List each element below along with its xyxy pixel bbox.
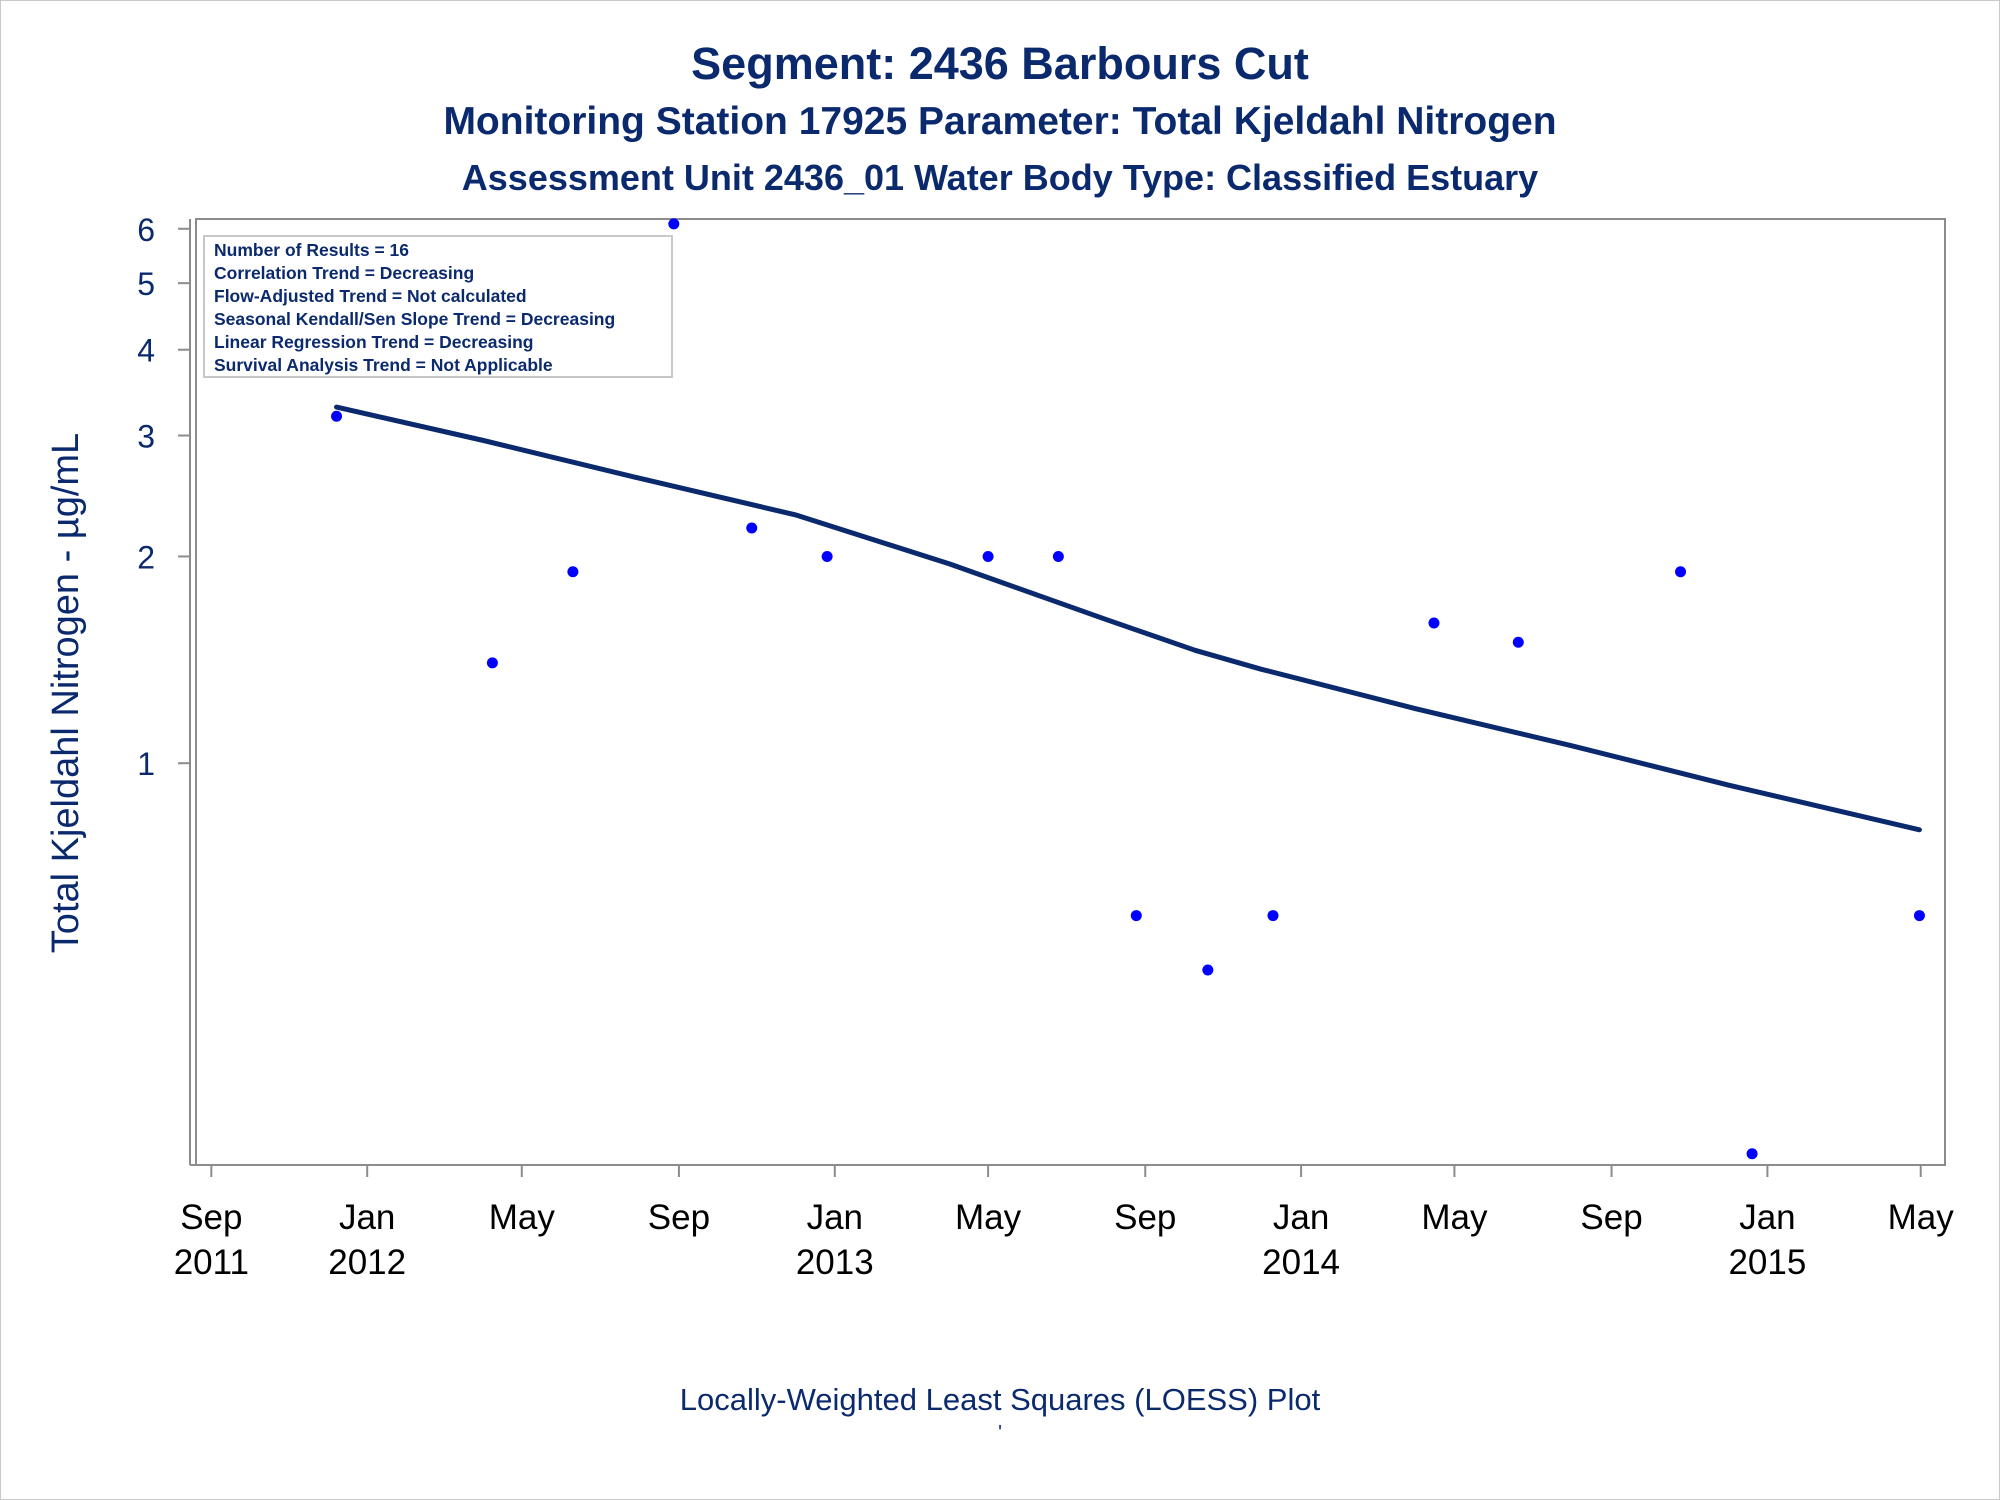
data-point — [1267, 910, 1279, 922]
stat-flow-adjusted-trend: Flow-Adjusted Trend = Not calculated — [214, 286, 527, 306]
chart-subtitle-station: Monitoring Station 17925 Parameter: Tota… — [443, 100, 1557, 143]
x-tick-year-label: 2012 — [328, 1243, 406, 1282]
x-tick-month-label: Jan — [339, 1198, 395, 1237]
data-point — [567, 566, 579, 578]
y-axis-label: Total Kjeldahl Nitrogen - µg/mL — [45, 433, 87, 953]
x-tick-year-label: 2013 — [796, 1243, 874, 1282]
chart-subtitle-assessment: Assessment Unit 2436_01 Water Body Type:… — [461, 157, 1539, 198]
data-point — [1052, 550, 1064, 562]
stat-survival-analysis-trend: Survival Analysis Trend = Not Applicable — [214, 355, 553, 375]
data-point — [1913, 910, 1925, 922]
x-tick-month-label: May — [1888, 1198, 1955, 1237]
y-tick-label: 1 — [137, 746, 155, 782]
stat-linear-regression-trend: Linear Regression Trend = Decreasing — [214, 332, 534, 352]
stats-box-border — [203, 235, 673, 378]
data-point — [1428, 617, 1440, 629]
x-tick-month-label: Jan — [1739, 1198, 1795, 1237]
data-point — [668, 218, 680, 230]
x-tick-month-label: Sep — [1580, 1198, 1642, 1237]
y-tick-label: 4 — [137, 333, 155, 369]
x-tick-month-label: Sep — [648, 1198, 710, 1237]
stat-seasonal-kendall-trend: Seasonal Kendall/Sen Slope Trend = Decre… — [214, 309, 615, 329]
data-point — [1512, 636, 1524, 648]
chart-title: Segment: 2436 Barbours Cut — [691, 38, 1309, 89]
stats-legend-box: Number of Results = 16 Correlation Trend… — [203, 235, 673, 378]
stat-correlation-trend: Correlation Trend = Decreasing — [214, 263, 474, 283]
footnote-mark: ' — [998, 1422, 1002, 1444]
data-point — [1675, 566, 1687, 578]
data-point — [1202, 964, 1214, 976]
x-tick-month-label: Sep — [180, 1198, 242, 1237]
data-point — [821, 550, 833, 562]
loess-line — [334, 404, 1922, 833]
x-tick-month-label: May — [1421, 1198, 1488, 1237]
data-point — [982, 550, 994, 562]
data-point — [746, 522, 758, 534]
x-tick-month-label: Sep — [1114, 1198, 1176, 1237]
x-tick-year-label: 2014 — [1262, 1243, 1340, 1282]
plot-footnote: Locally-Weighted Least Squares (LOESS) P… — [679, 1382, 1321, 1417]
data-point — [331, 410, 343, 422]
y-tick-label: 6 — [137, 212, 155, 248]
data-point — [486, 657, 498, 669]
y-tick-label: 2 — [137, 539, 155, 575]
y-tick-label: 3 — [137, 419, 155, 455]
x-tick-year-label: 2011 — [174, 1243, 249, 1282]
x-tick-year-label: 2015 — [1728, 1243, 1806, 1282]
data-point — [1746, 1148, 1758, 1160]
stat-number-of-results: Number of Results = 16 — [214, 240, 409, 260]
x-tick-month-label: Jan — [807, 1198, 863, 1237]
x-tick-month-label: May — [955, 1198, 1022, 1237]
data-point — [1130, 910, 1142, 922]
y-tick-label: 5 — [137, 266, 155, 302]
x-tick-month-label: Jan — [1273, 1198, 1329, 1237]
x-tick-month-label: May — [489, 1198, 556, 1237]
